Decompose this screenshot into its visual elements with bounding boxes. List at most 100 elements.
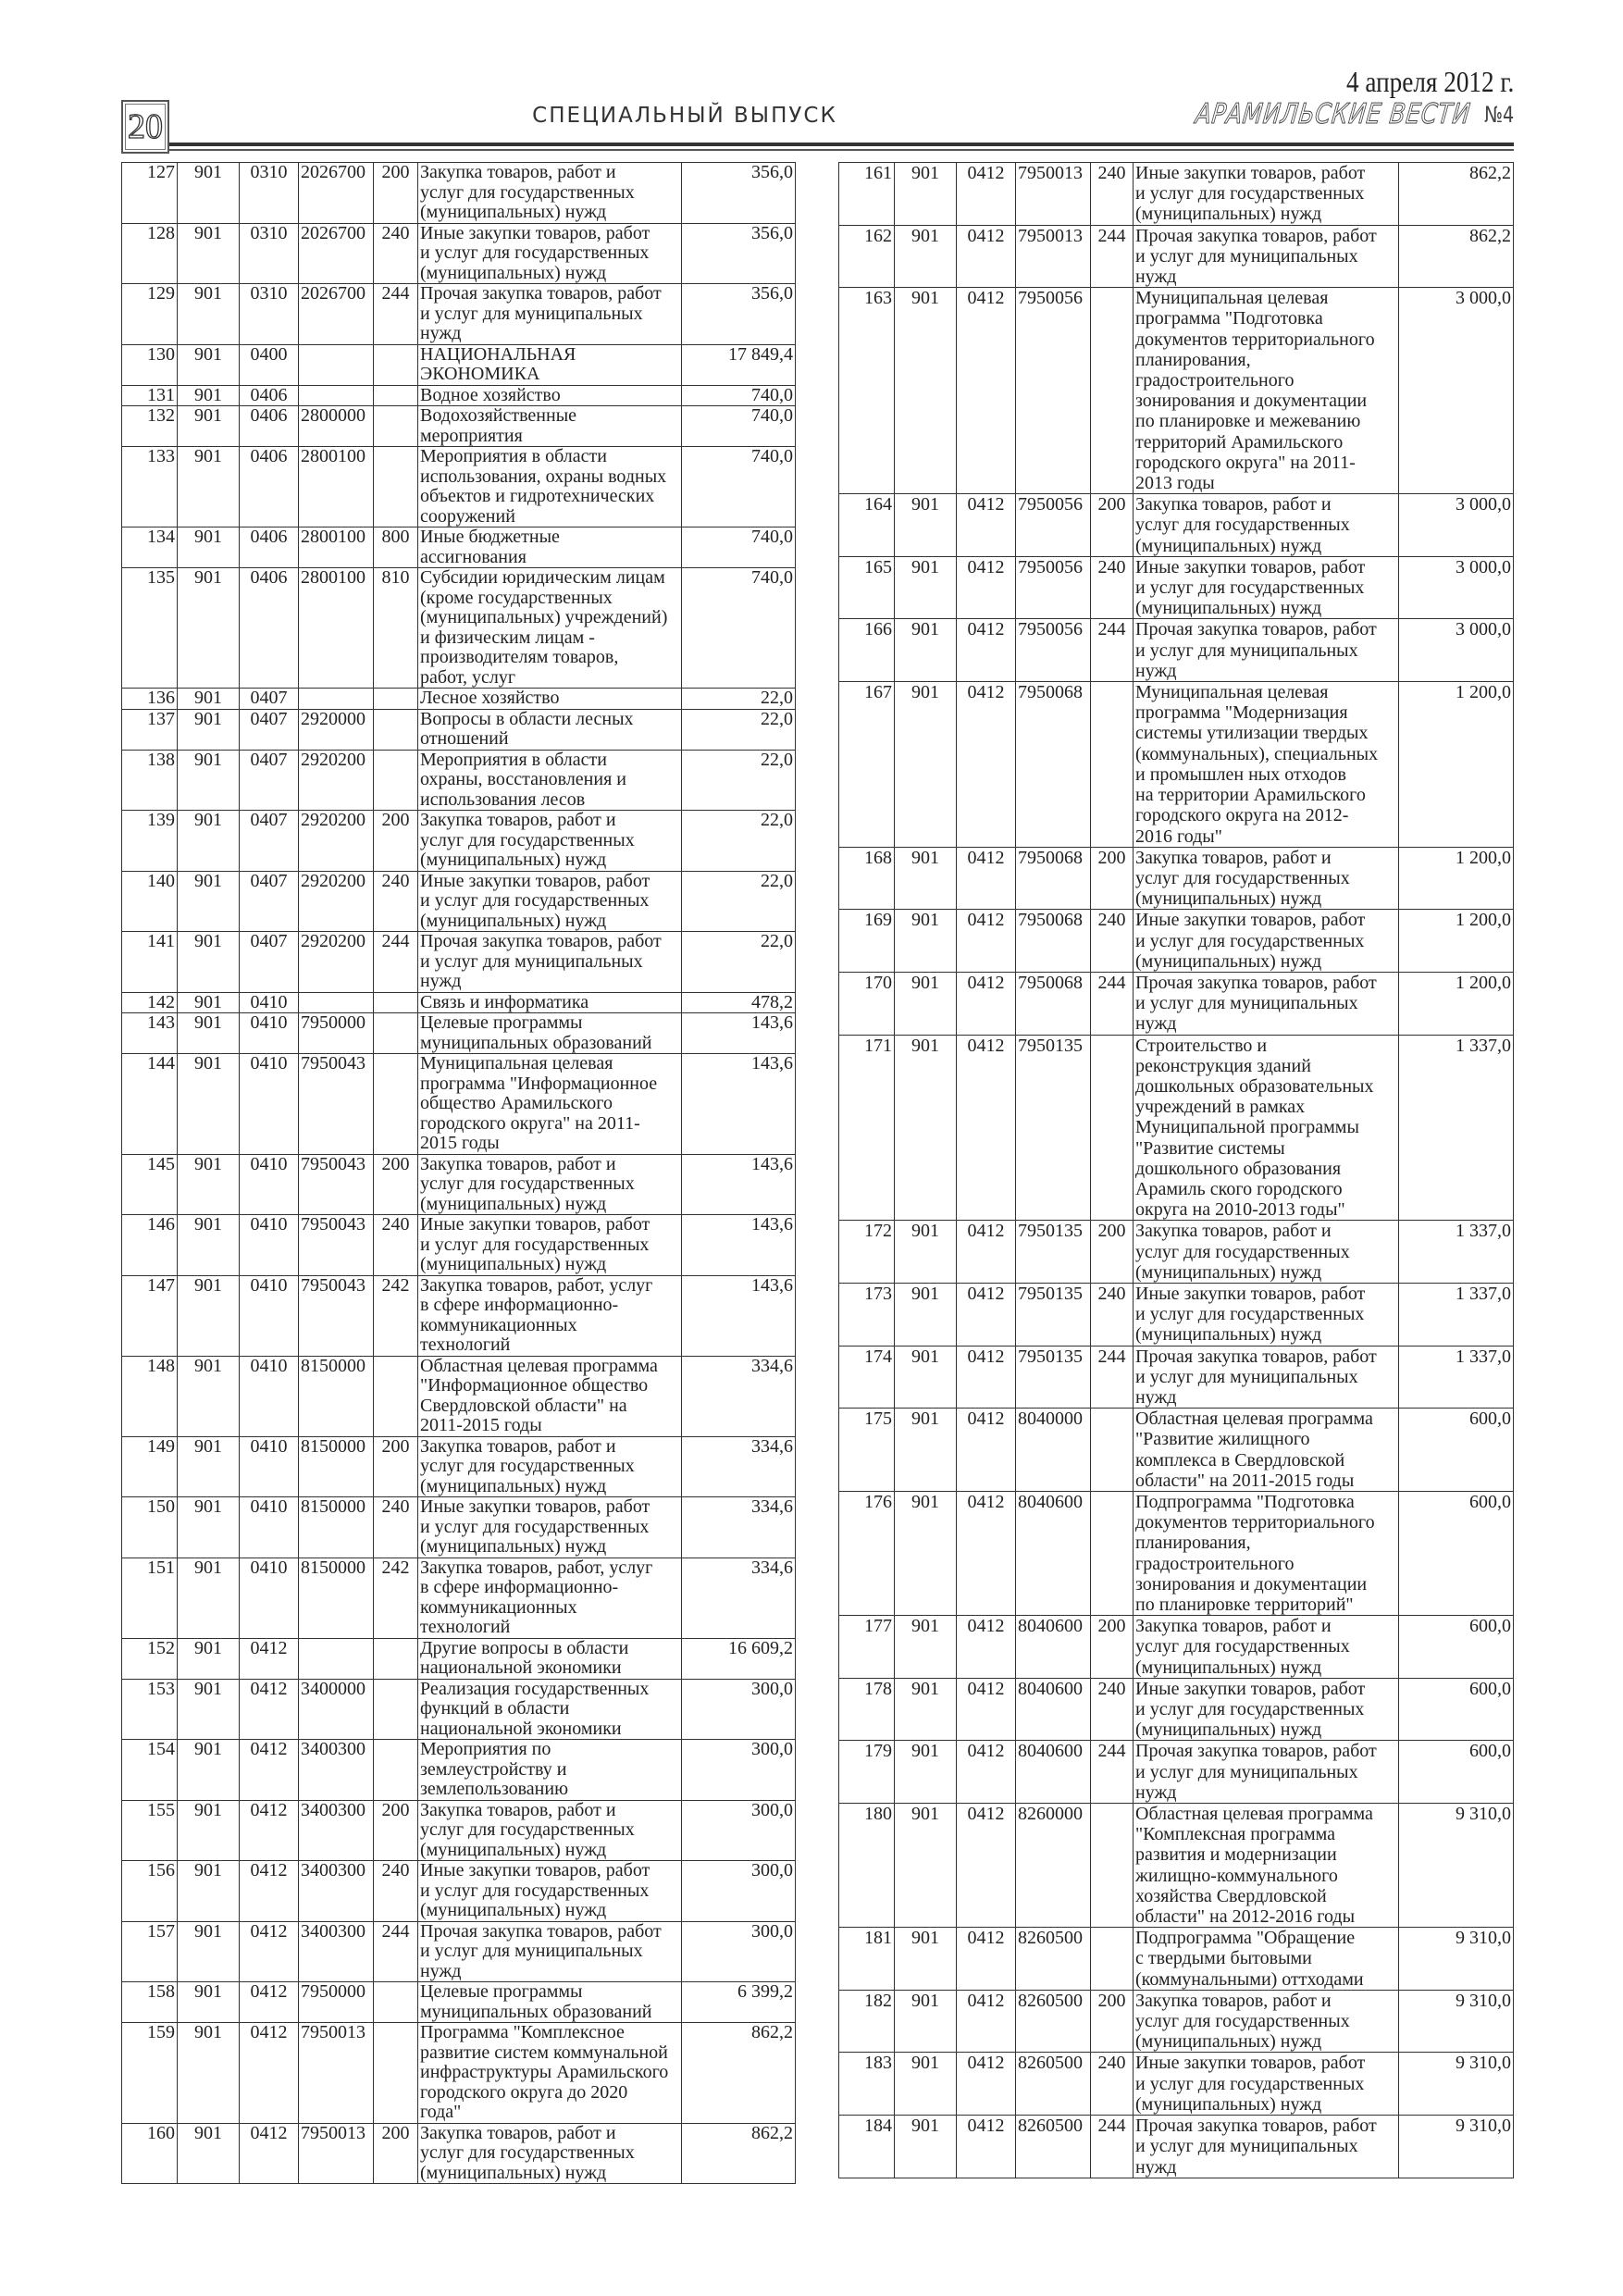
expense-type-code: 244 — [1090, 2115, 1134, 2178]
row-number: 152 — [121, 1637, 178, 1680]
row-number: 165 — [838, 555, 895, 620]
amount: 1 337,0 — [1398, 1034, 1514, 1222]
item-name: Прочая закупка товаров, работ и услуг дл… — [1133, 2115, 1399, 2178]
section-code: 0410 — [239, 991, 299, 1013]
row-number: 161 — [838, 162, 895, 226]
table-row: 167 901 0412 7950068 Муниципальная целевая п… — [838, 681, 1514, 848]
item-name: Прочая закупка товаров, работ и услуг дл… — [1133, 971, 1399, 1036]
budget-table-left: 127 901 0310 2026700 200 Закупка товаров, раб… — [121, 162, 796, 2184]
amount: 334,6 — [681, 1355, 796, 1437]
section-code: 0412 — [956, 618, 1016, 683]
table-row: 159 901 0412 7950013 Программа "Комплексное … — [121, 2022, 796, 2124]
table-row: 171 901 0412 7950135 Строительство и реконст… — [838, 1034, 1514, 1222]
amount: 9 310,0 — [1398, 1803, 1514, 1929]
row-number: 163 — [838, 287, 895, 495]
section-code: 0406 — [239, 446, 299, 527]
row-number: 157 — [121, 1920, 178, 1982]
target-article-code: 8040600 — [1015, 1677, 1091, 1742]
target-article-code — [298, 343, 374, 386]
expense-type-code: 240 — [1090, 162, 1134, 226]
expense-type-code — [373, 708, 418, 751]
section-code: 0412 — [239, 1799, 299, 1861]
department-code: 901 — [894, 971, 957, 1036]
row-number: 153 — [121, 1678, 178, 1740]
expense-type-code — [373, 688, 418, 710]
expense-type-code: 200 — [1090, 1989, 1134, 2054]
department-code: 901 — [177, 2022, 240, 2124]
department-code: 901 — [894, 909, 957, 973]
section-code: 0412 — [239, 1678, 299, 1740]
section-code: 0412 — [239, 1860, 299, 1922]
department-code: 901 — [177, 870, 240, 932]
item-name: Закупка товаров, работ и услуг для госуд… — [1133, 1615, 1399, 1679]
expense-type-code — [1090, 1034, 1134, 1222]
item-name: Подпрограмма "Обращение с твердыми бытов… — [1133, 1927, 1399, 1991]
target-article-code: 8260500 — [1015, 2052, 1091, 2116]
table-row: 144 901 0410 7950043 Муниципальная целевая п… — [121, 1053, 796, 1155]
target-article-code: 7950056 — [1015, 287, 1091, 495]
target-article-code: 2920200 — [298, 749, 374, 811]
department-code: 901 — [177, 749, 240, 811]
table-row: 169 901 0412 7950068 240 Иные закупки товаров… — [838, 909, 1514, 973]
amount: 6 399,2 — [681, 1981, 796, 2023]
item-name: Закупка товаров, работ и услуг для госуд… — [417, 1435, 682, 1497]
expense-type-code: 240 — [1090, 555, 1134, 620]
row-number: 177 — [838, 1615, 895, 1679]
expense-type-code: 200 — [1090, 1615, 1134, 1679]
department-code: 901 — [177, 222, 240, 284]
target-article-code: 3400300 — [298, 1799, 374, 1861]
header-rule-thin — [169, 149, 1514, 151]
amount: 143,6 — [681, 1012, 796, 1054]
table-row: 160 901 0412 7950013 200 Закупка товаров, раб… — [121, 2122, 796, 2184]
item-name: Закупка товаров, работ, услуг в сфере ин… — [417, 1274, 682, 1357]
department-code: 901 — [177, 567, 240, 689]
table-row: 152 901 0412 Другие вопросы в области нацио… — [121, 1637, 796, 1680]
item-name: Иные закупки товаров, работ и услуг для … — [417, 1496, 682, 1558]
table-row: 174 901 0412 7950135 244 Прочая закупка товар… — [838, 1345, 1514, 1409]
target-article-code: 7950068 — [1015, 909, 1091, 973]
item-name: Водохозяйственные мероприятия — [417, 405, 682, 447]
target-article-code: 7950068 — [1015, 681, 1091, 848]
amount: 300,0 — [681, 1678, 796, 1740]
item-name: Иные закупки товаров, работ и услуг для … — [1133, 555, 1399, 620]
section-code: 0412 — [239, 2122, 299, 2184]
target-article-code — [298, 384, 374, 406]
expense-type-code: 240 — [1090, 1282, 1134, 1347]
target-article-code: 2026700 — [298, 222, 374, 284]
amount: 600,0 — [1398, 1408, 1514, 1492]
expense-type-code: 240 — [1090, 2052, 1134, 2116]
section-code: 0412 — [239, 1920, 299, 1982]
item-name: Программа "Комплексное развитие систем к… — [417, 2022, 682, 2124]
section-code: 0400 — [239, 343, 299, 386]
target-article-code: 3400000 — [298, 1678, 374, 1740]
section-code: 0412 — [956, 224, 1016, 289]
table-row: 161 901 0412 7950013 240 Иные закупки товаров… — [838, 162, 1514, 226]
expense-type-code: 240 — [373, 222, 418, 284]
target-article-code: 8040600 — [1015, 1740, 1091, 1805]
table-row: 145 901 0410 7950043 200 Закупка товаров, раб… — [121, 1153, 796, 1215]
item-name: Иные закупки товаров, работ и услуг для … — [1133, 162, 1399, 226]
table-row: 134 901 0406 2800100 800 Иные бюджетные ассиг… — [121, 527, 796, 568]
expense-type-code — [373, 1637, 418, 1680]
amount: 862,2 — [1398, 224, 1514, 289]
expense-type-code — [373, 343, 418, 386]
item-name: Иные закупки товаров, работ и услуг для … — [417, 870, 682, 932]
expense-type-code: 244 — [1090, 1345, 1134, 1409]
department-code: 901 — [177, 1860, 240, 1922]
table-row: 175 901 0412 8040000 Областная целевая прогр… — [838, 1408, 1514, 1492]
amount: 356,0 — [681, 283, 796, 345]
department-code: 901 — [177, 991, 240, 1013]
amount: 1 337,0 — [1398, 1220, 1514, 1284]
item-name: Другие вопросы в области национальной эк… — [417, 1637, 682, 1680]
table-row: 183 901 0412 8260500 240 Иные закупки товаров… — [838, 2052, 1514, 2116]
department-code: 901 — [894, 162, 957, 226]
issue-date: 4 апреля 2012 г. — [1345, 65, 1514, 98]
expense-type-code: 200 — [1090, 846, 1134, 911]
row-number: 179 — [838, 1740, 895, 1805]
section-code: 0412 — [956, 1220, 1016, 1284]
row-number: 167 — [838, 681, 895, 848]
amount: 600,0 — [1398, 1677, 1514, 1742]
expense-type-code: 240 — [1090, 1677, 1134, 1742]
section-code: 0412 — [956, 1989, 1016, 2054]
row-number: 158 — [121, 1981, 178, 2023]
